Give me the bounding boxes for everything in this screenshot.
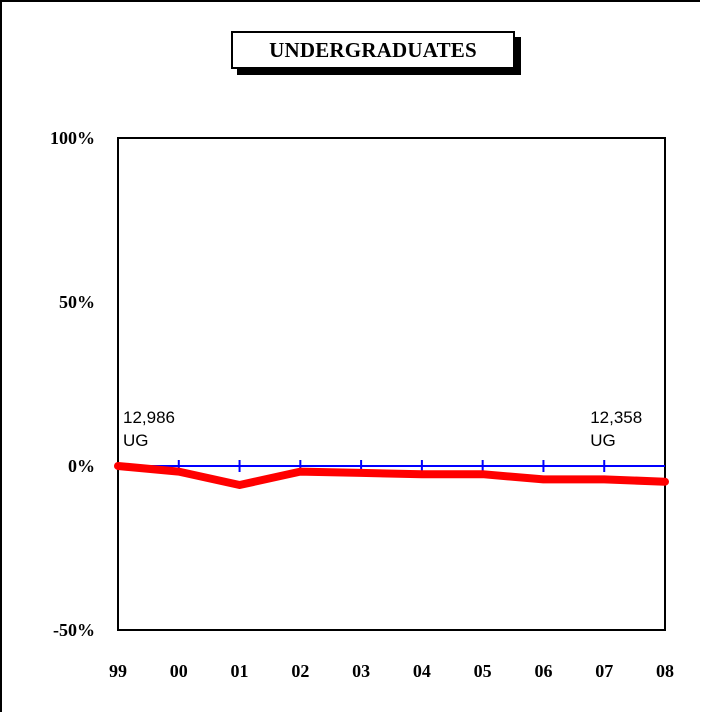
- x-tick-label: 06: [534, 661, 552, 681]
- y-tick-label: 0%: [68, 456, 95, 476]
- x-tick-label: 02: [291, 661, 309, 681]
- x-tick-label: 05: [474, 661, 492, 681]
- y-tick-label: -50%: [53, 620, 95, 640]
- x-tick-label: 00: [170, 661, 188, 681]
- x-tick-label: 04: [413, 661, 431, 681]
- y-tick-label: 50%: [59, 292, 95, 312]
- series-line: [114, 462, 669, 489]
- y-axis-labels: 100% 50% 0% -50%: [50, 128, 95, 640]
- x-tick-label: 99: [109, 661, 127, 681]
- x-tick-label: 08: [656, 661, 674, 681]
- annotation-count: 12,986: [123, 408, 175, 427]
- annotation-unit: UG: [123, 431, 149, 450]
- chart-title: UNDERGRADUATES: [231, 31, 515, 69]
- x-tick-label: 01: [231, 661, 249, 681]
- y-tick-label: 100%: [50, 128, 95, 148]
- plot-area: [117, 137, 666, 631]
- series-group: [114, 462, 669, 489]
- x-tick-label: 07: [595, 661, 613, 681]
- annotations: 12,986 UG 12,358 UG: [123, 408, 642, 450]
- x-axis-labels: 99 00 01 02 03 04 05 06 07 08: [109, 661, 674, 681]
- x-tick-label: 03: [352, 661, 370, 681]
- annotation-unit: UG: [590, 431, 616, 450]
- annotation-count: 12,358: [590, 408, 642, 427]
